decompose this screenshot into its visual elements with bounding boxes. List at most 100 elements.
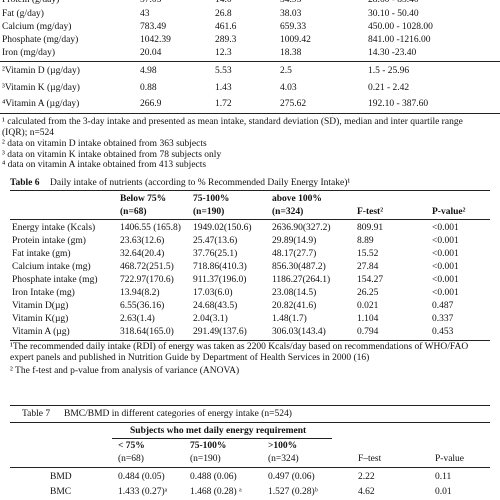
cell: 1.72 [215, 99, 232, 109]
cell: 0.021 [357, 301, 379, 311]
cell: <0.001 [432, 236, 459, 246]
cell: 192.10 - 387.60 [368, 99, 429, 109]
cell: 266.9 [140, 99, 162, 109]
cell: Vitamin A (µg) [12, 327, 70, 337]
cell: 1.527 (0.28)ᵇ [268, 487, 318, 497]
cell: 28.60 - 85.40 [368, 0, 419, 5]
cell: 468.72(251.5) [120, 262, 174, 272]
cell: 0.21 - 2.42 [368, 83, 410, 93]
cell: 1009.42 [280, 35, 311, 45]
cell: P-value [435, 454, 465, 464]
cell: 15.52 [357, 249, 379, 259]
cell: <0.001 [432, 262, 459, 272]
cell: 275.62 [280, 99, 307, 109]
cell: 461.6 [215, 22, 237, 32]
cell: 38.03 [280, 9, 302, 19]
cell: (n=190) [190, 454, 221, 464]
cell: 1.104 [357, 314, 379, 324]
cell: 6.55(36.16) [120, 301, 165, 311]
cell: 26.8 [215, 9, 232, 19]
cell: 2.04(3.1) [193, 314, 228, 324]
cell: F-test² [357, 207, 384, 217]
cell: 12.3 [215, 48, 232, 58]
cell: (n=324) [268, 454, 299, 464]
cell: 911.37(196.0) [193, 275, 247, 285]
rule [0, 61, 500, 62]
cell: 48.17(27.7) [272, 249, 317, 259]
cell: 722.97(170.6) [120, 275, 174, 285]
cell: 75-100% [193, 194, 230, 204]
footnote: ¹ calculated from the 3-day intake and p… [2, 117, 463, 138]
cell: 57.03 [140, 0, 162, 5]
cell: (n=68) [120, 207, 147, 217]
cell: 1.48(1.7) [272, 314, 307, 324]
cell: Phosphate (mg/day) [2, 35, 79, 45]
cell: 2.5 [280, 66, 292, 76]
cell: 5.53 [215, 66, 232, 76]
cell: 37.76(25.1) [193, 249, 238, 259]
rule [10, 219, 490, 220]
cell: Vitamin K(µg) [12, 314, 69, 324]
cell: 54.95 [280, 0, 302, 5]
cell: 29.89(14.9) [272, 236, 317, 246]
cell: 450.00 - 1028.00 [368, 22, 433, 32]
cell: 26.25 [357, 288, 379, 298]
cell: 291.49(137.6) [193, 327, 247, 337]
cell: 1186.27(264.1) [272, 275, 331, 285]
cell: ⁴Vitamin A (µg/day) [2, 99, 80, 109]
cell: <0.001 [432, 288, 459, 298]
cell: F–test [358, 454, 382, 464]
cell: 1042.39 [140, 35, 171, 45]
cell: 0.337 [432, 314, 454, 324]
cell: 4.98 [140, 66, 157, 76]
cell: above 100% [272, 194, 322, 204]
cell: 0.497 (0.06) [268, 472, 315, 482]
cell: Fat intake (gm) [12, 249, 71, 259]
cell: 289.3 [215, 35, 237, 45]
cell: >100% [268, 441, 298, 451]
cell: Phosphate intake (mg) [12, 275, 98, 285]
cell: 14.30 -23.40 [368, 48, 417, 58]
cell: 783.49 [140, 22, 167, 32]
cell: BMD [50, 472, 72, 482]
table-caption: Daily intake of nutrients (according to … [50, 178, 351, 188]
cell: < 75% [118, 441, 145, 451]
cell: (n=324) [272, 207, 304, 217]
cell: 23.08(14.5) [272, 288, 317, 298]
cell: Protein (g/day) [2, 0, 60, 5]
cell: 856.30(487.2) [272, 262, 326, 272]
cell: Fat (g/day) [2, 9, 44, 19]
cell: 2.22 [358, 472, 375, 482]
cell: 1406.55 (165.8) [120, 223, 181, 233]
cell: 25.47(13.6) [193, 236, 238, 246]
cell: 1.43 [215, 83, 232, 93]
cell: 4.62 [358, 487, 375, 497]
cell: Iron (mg/day) [2, 48, 56, 58]
footnote: ² data on vitamin D intake obtained from… [2, 139, 207, 149]
cell: 318.64(165.0) [120, 327, 174, 337]
cell: Calcium (mg/day) [2, 22, 72, 32]
cell: 0.484 (0.05) [118, 472, 165, 482]
cell: 20.82(41.6) [272, 301, 317, 311]
cell: 0.11 [435, 472, 452, 482]
cell: 306.03(143.4) [272, 327, 326, 337]
cell: 659.33 [280, 22, 307, 32]
cell: 18.38 [280, 48, 302, 58]
cell: 809.91 [357, 223, 384, 233]
cell: <0.001 [432, 249, 459, 259]
rule [112, 438, 332, 439]
cell: 4.03 [280, 83, 297, 93]
rule [10, 467, 490, 468]
cell: 1949.02(150.6) [193, 223, 252, 233]
cell: 13.94(8.2) [120, 288, 160, 298]
footnote: ³ data on vitamin K intake obtained from… [2, 150, 222, 160]
cell: Below 75% [120, 194, 167, 204]
cell: 0.01 [435, 487, 452, 497]
cell: 75-100% [190, 441, 227, 451]
cell: 0.487 [432, 301, 454, 311]
footnote: ¹The recommended daily intake (RDI) of e… [10, 342, 469, 363]
cell: Calcium intake (mg) [12, 262, 91, 272]
rule [10, 190, 490, 191]
cell: (n=68) [118, 454, 144, 464]
